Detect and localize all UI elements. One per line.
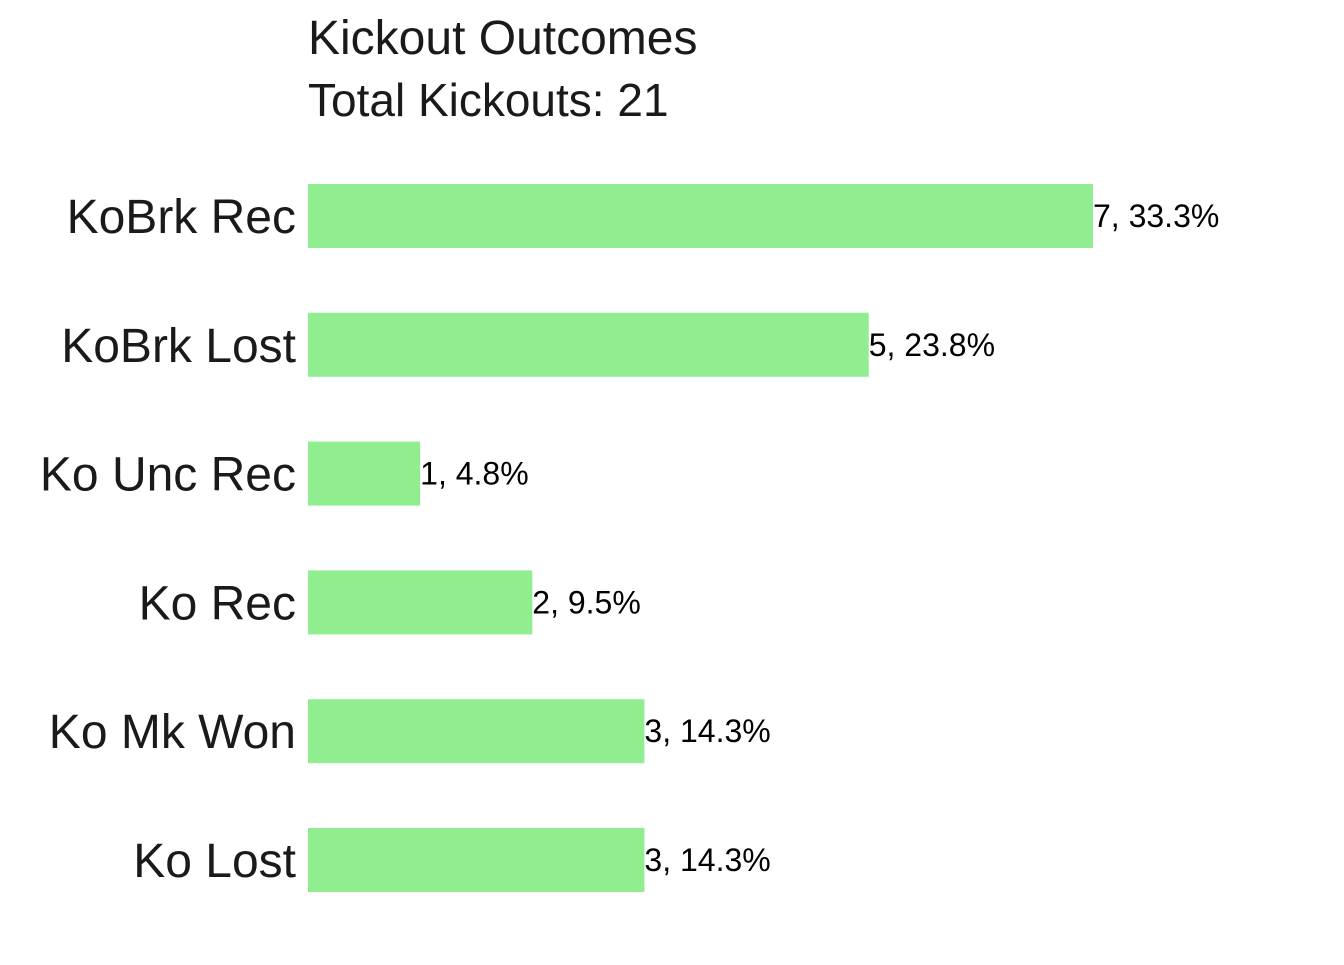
- data-label-kobrk-rec: 7, 33.3%: [1093, 198, 1219, 234]
- category-label-ko-rec: Ko Rec: [139, 577, 296, 630]
- chart-title: Kickout Outcomes: [308, 12, 697, 65]
- bars-layer: [308, 184, 1093, 892]
- category-label-ko-unc-rec: Ko Unc Rec: [40, 449, 296, 502]
- bar-kobrk-rec: [308, 184, 1093, 248]
- bar-ko-mk-won: [308, 699, 645, 764]
- data-label-ko-rec: 2, 9.5%: [532, 584, 641, 620]
- category-label-ko-lost: Ko Lost: [133, 835, 296, 888]
- bar-ko-lost: [308, 828, 645, 892]
- category-label-ko-mk-won: Ko Mk Won: [49, 706, 296, 759]
- category-label-kobrk-rec: KoBrk Rec: [67, 191, 296, 244]
- category-labels: KoBrk Rec KoBrk Lost Ko Unc Rec Ko Rec Ko Mk…: [40, 191, 296, 888]
- data-labels: 7, 33.3% 5, 23.8% 1, 4.8% 2, 9.5% 3, 14.3% 3,…: [420, 198, 1219, 878]
- category-label-kobrk-lost: KoBrk Lost: [61, 320, 296, 373]
- data-label-kobrk-lost: 5, 23.8%: [869, 327, 995, 363]
- data-label-ko-lost: 3, 14.3%: [644, 842, 770, 878]
- bar-ko-unc-rec: [308, 441, 421, 506]
- data-label-ko-mk-won: 3, 14.3%: [644, 713, 770, 749]
- chart-subtitle: Total Kickouts: 21: [308, 74, 669, 126]
- bar-kobrk-lost: [308, 312, 869, 377]
- bar-ko-rec: [308, 570, 533, 635]
- data-label-ko-unc-rec: 1, 4.8%: [420, 456, 529, 492]
